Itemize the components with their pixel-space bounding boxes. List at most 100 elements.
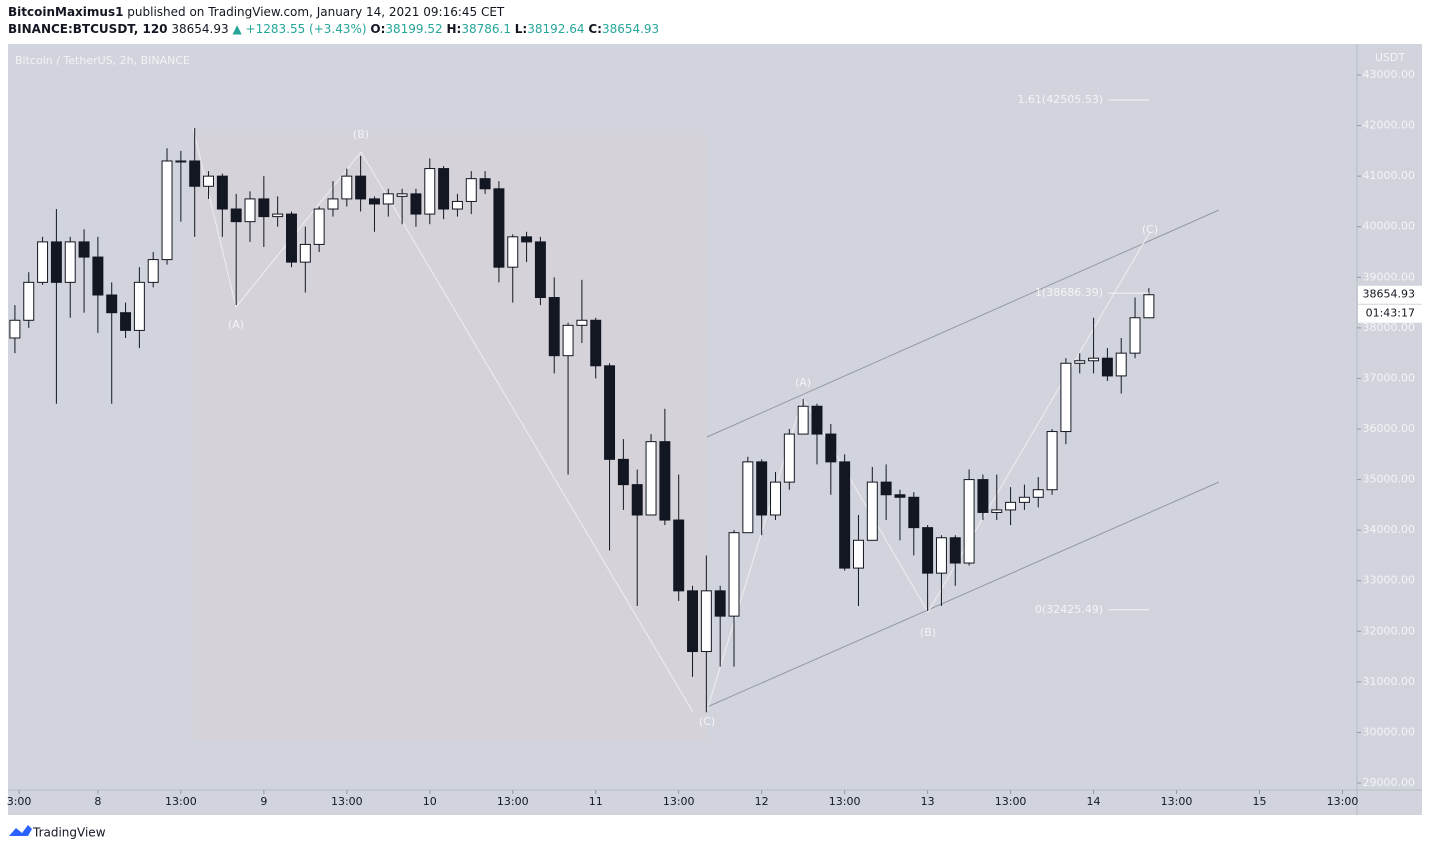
candle-body: [949, 537, 961, 564]
candle-body: [341, 175, 353, 200]
candle-body: [756, 461, 768, 516]
y-tick-label: 40000.00: [1363, 220, 1416, 233]
candle-body: [631, 484, 643, 516]
h-label: H:: [446, 22, 462, 36]
y-tick-label: 32000.00: [1363, 624, 1416, 637]
candle-body: [894, 494, 906, 498]
candle-body: [9, 319, 21, 339]
candle-body: [922, 527, 934, 574]
y-tick-label: 30000.00: [1363, 725, 1416, 738]
candle-body: [230, 208, 242, 223]
y-tick-label: 43000.00: [1363, 68, 1416, 81]
publish-line: BitcoinMaximus1 published on TradingView…: [8, 5, 504, 19]
candle-body: [659, 441, 671, 521]
candle-body: [120, 312, 132, 331]
y-tick-label: 38000.00: [1363, 321, 1416, 334]
symbol: BINANCE:BTCUSDT, 120: [8, 22, 168, 36]
y-tick-label: 41000.00: [1363, 169, 1416, 182]
logo: TradingView: [9, 825, 106, 840]
x-tick-label: 13:00: [165, 795, 197, 808]
wave-label: (C): [1142, 223, 1158, 236]
o-label: O:: [370, 22, 386, 36]
candle-body: [590, 319, 602, 367]
candle-body: [37, 241, 49, 283]
shaded-zone: [193, 135, 707, 740]
up-arrow: ▲: [232, 22, 242, 36]
candle-body: [562, 324, 574, 357]
candle-body: [203, 175, 214, 187]
candle-body: [963, 479, 975, 564]
candle-body: [299, 243, 311, 263]
candle-body: [728, 532, 740, 617]
candle-body: [700, 590, 712, 653]
candle-body: [479, 178, 491, 190]
candle-body: [396, 193, 408, 197]
x-tick-label: 13:00: [1327, 795, 1359, 808]
published: published on TradingView.com, January 14…: [127, 5, 505, 19]
candle-body: [1005, 501, 1017, 511]
fib-label: 1.61(42505.53): [1017, 93, 1103, 106]
candle-body: [50, 241, 62, 283]
wave-label: (B): [353, 128, 369, 141]
candle-body: [382, 193, 394, 205]
candle-body: [175, 160, 187, 163]
candle-body: [811, 405, 823, 435]
candle-body: [272, 213, 284, 218]
candle-body: [783, 433, 795, 483]
fib-label: 1(38686.39): [1035, 286, 1103, 299]
x-tick-label: 13:00: [663, 795, 695, 808]
candle-body: [78, 241, 90, 258]
wave-line: [192, 127, 694, 713]
y-tick-label: 37000.00: [1363, 371, 1416, 384]
time-axis: [8, 790, 1422, 815]
candle-body: [714, 590, 726, 617]
logo-text[interactable]: TradingView: [32, 826, 106, 840]
candle-body: [1046, 431, 1058, 491]
candle-body: [1143, 294, 1155, 319]
countdown-box: [1358, 304, 1422, 323]
y-tick-label: 42000.00: [1363, 119, 1416, 132]
l-value: 38192.64: [527, 22, 585, 36]
x-tick-label: 13:00: [497, 795, 529, 808]
y-tick-label: 36000.00: [1363, 422, 1416, 435]
y-tick-label: 35000.00: [1363, 473, 1416, 486]
chart-title: Bitcoin / TetherUS, 2h, BINANCE: [15, 54, 190, 67]
candle-body: [1088, 357, 1100, 362]
candle-body: [1032, 489, 1044, 498]
wave-label: (A): [795, 376, 811, 389]
candle-body: [465, 178, 477, 202]
candle-body: [244, 198, 256, 223]
h-value: 38786.1: [461, 22, 511, 36]
candle-body: [92, 256, 104, 296]
candle-body: [507, 236, 519, 268]
y-tick-label: 31000.00: [1363, 675, 1416, 688]
candle-body: [1129, 317, 1141, 354]
candle-body: [161, 160, 173, 261]
candle-body: [852, 539, 864, 569]
candle-body: [1018, 496, 1030, 503]
candle-body: [866, 481, 878, 541]
x-tick-label: 13:00: [331, 795, 363, 808]
author[interactable]: BitcoinMaximus1: [8, 5, 124, 19]
candle-body: [673, 519, 685, 592]
price-axis: [1357, 44, 1422, 790]
channel: [706, 209, 1220, 708]
candle-body: [493, 188, 505, 268]
candle-body: [908, 496, 920, 529]
candle-body: [991, 509, 1003, 513]
last-price-box: [1358, 285, 1422, 304]
candle-body: [438, 168, 450, 210]
change: +1283.55 (+3.43%): [245, 22, 367, 36]
x-tick-label: 13: [921, 795, 935, 808]
candle-body: [797, 405, 809, 435]
x-tick-label: 8: [94, 795, 101, 808]
candle-body: [368, 198, 380, 205]
candles: [9, 128, 1155, 713]
x-tick-label: 3:00: [7, 795, 32, 808]
candle-body: [451, 200, 463, 210]
candle-body: [839, 461, 851, 569]
candle-body: [286, 213, 297, 263]
candle-body: [604, 365, 616, 460]
candle-body: [742, 461, 754, 534]
